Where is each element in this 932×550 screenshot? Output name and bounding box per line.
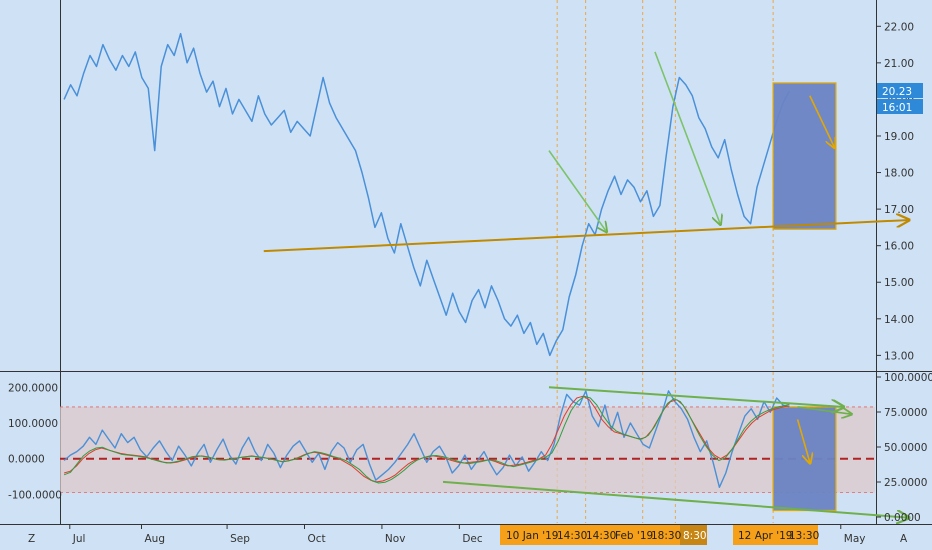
time-flag-label: 12 Apr '19 [738, 530, 792, 542]
osc-left-tick-label: 100.0000 [8, 418, 58, 430]
price-series-line [63, 32, 791, 357]
time-flag-label: 8:30 [683, 530, 707, 542]
osc-right-tick-label: 0.0000 [884, 512, 921, 524]
month-label: Dec [462, 533, 483, 545]
direction-arrow [809, 95, 834, 147]
time-flag-label: 18:30 [651, 530, 681, 542]
price-tick-label: 16.00 [884, 241, 914, 253]
time-flag-label: 13:30 [789, 530, 819, 542]
corner-left-label: Z [28, 533, 35, 545]
oscillator-series-line [63, 395, 790, 484]
channel-line [548, 386, 842, 407]
countdown-label: 16:01 [882, 102, 912, 114]
channel-line [442, 480, 908, 518]
oscillator-pane [60, 386, 908, 518]
last-price-badge [877, 83, 923, 99]
time-flag-label: 10 Jan '19 [506, 530, 558, 542]
oscillator-projection-box [772, 406, 837, 512]
corner-right-label: A [900, 533, 908, 545]
osc-right-tick-label: 25.0000 [884, 477, 927, 489]
price-tick-label: 18.00 [884, 168, 914, 180]
osc-left-tick-label: -100.0000 [8, 489, 62, 501]
direction-arrow [797, 406, 851, 414]
price-tick-label: 22.00 [884, 21, 914, 33]
month-label: Aug [145, 533, 166, 545]
osc-right-tick-label: 100.0000 [884, 372, 932, 384]
direction-arrow [654, 51, 720, 224]
direction-arrow [548, 150, 606, 231]
month-label: May [844, 533, 866, 545]
time-flag-strip [733, 525, 818, 545]
osc-left-tick-label: 200.0000 [8, 382, 58, 394]
month-label: Jul [72, 533, 86, 545]
month-label: Oct [308, 533, 326, 545]
direction-arrow [796, 419, 810, 462]
time-flag-label: Feb '19 [615, 530, 653, 542]
last-price-label: 20.23 [882, 86, 912, 98]
price-tick-label: 17.00 [884, 204, 914, 216]
plot-background [0, 0, 932, 525]
projection-box [772, 82, 837, 230]
osc-right-tick-label: 50.0000 [884, 442, 927, 454]
countdown-badge [877, 99, 923, 115]
osc-left-tick-label: 0.0000 [8, 454, 45, 466]
price-tick-label: 13.00 [884, 350, 914, 362]
price-tick-label: 21.00 [884, 58, 914, 70]
month-label: Nov [385, 533, 406, 545]
time-flag-label: 14:30 [557, 530, 587, 542]
price-tick-label: 15.00 [884, 277, 914, 289]
time-flag-strip-dark [680, 525, 707, 545]
axes: 22.0021.0020.0019.0018.0017.0016.0015.00… [8, 21, 932, 545]
time-flag-strip [500, 525, 707, 545]
month-label: Sep [230, 533, 250, 545]
price-tick-label: 14.00 [884, 314, 914, 326]
price-tick-label: 19.00 [884, 131, 914, 143]
oscillator-band [60, 406, 875, 493]
time-flag-label: 14:30 [586, 530, 616, 542]
osc-right-tick-label: 75.0000 [884, 407, 927, 419]
price-pane [63, 32, 908, 357]
oscillator-series-line [63, 390, 790, 488]
support-trendline [263, 220, 908, 253]
